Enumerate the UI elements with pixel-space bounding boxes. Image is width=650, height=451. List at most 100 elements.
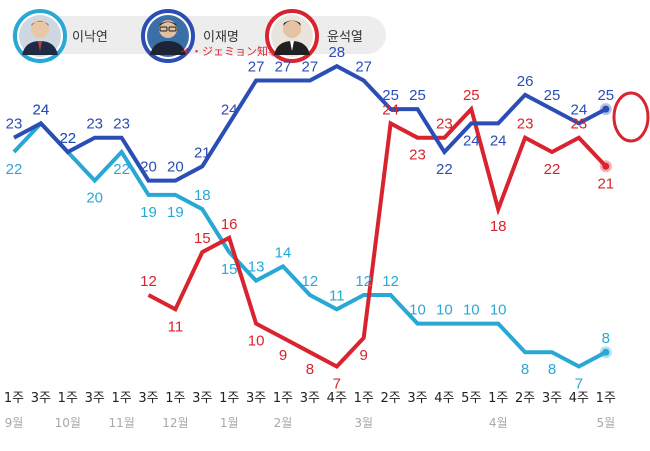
legend-label-lee-jaemyung: 이재명 — [203, 30, 239, 45]
avatar-lee-jaemyung — [147, 15, 189, 57]
data-label-lee-jaemyung: 27 — [355, 59, 372, 76]
data-label-lee-jaemyung: 24 — [490, 132, 507, 149]
series-line-yoon-sukyeol — [147, 105, 608, 369]
x-tick-label: 3주 — [192, 391, 212, 406]
data-label-yoon-sukyeol: 23 — [571, 116, 588, 133]
x-tick-label: 1주 — [488, 391, 508, 406]
x-tick-label: 1주 — [58, 391, 78, 406]
data-label-lee-nakyon: 10 — [463, 302, 480, 319]
x-tick-label: 1주 — [354, 391, 374, 406]
data-label-lee-nakyon: 12 — [302, 273, 319, 290]
data-label-lee-jaemyung: 20 — [167, 159, 184, 176]
data-label-yoon-sukyeol: 11 — [168, 318, 184, 335]
month-label: 2월 — [274, 416, 293, 430]
data-label-yoon-sukyeol: 24 — [382, 101, 399, 118]
data-label-lee-nakyon: 12 — [355, 273, 372, 290]
avatar-yoon-sukyeol — [271, 15, 313, 57]
x-tick-label: 1주 — [273, 391, 293, 406]
x-tick-label: 4주 — [569, 391, 589, 406]
month-label: 9월 — [5, 416, 24, 430]
legend-item-lee-jaemyung: 이재명 イ・ジェミョン知事 — [141, 9, 279, 63]
data-label-lee-jaemyung: 28 — [328, 44, 345, 61]
data-label-lee-jaemyung: 24 — [463, 132, 480, 149]
x-tick-label: 5주 — [461, 391, 481, 406]
data-label-lee-nakyon: 11 — [329, 287, 345, 304]
data-label-lee-jaemyung: 22 — [436, 161, 453, 178]
x-tick-label: 3주 — [300, 391, 320, 406]
month-label: 12월 — [162, 416, 188, 430]
data-label-lee-jaemyung: 23 — [113, 116, 130, 133]
data-label-yoon-sukyeol: 7 — [333, 376, 341, 393]
month-label: 4월 — [489, 416, 508, 430]
endpoint-dot-yoon-sukyeol — [602, 162, 610, 170]
month-label: 3월 — [354, 416, 373, 430]
x-tick-label: 3주 — [138, 391, 158, 406]
data-label-lee-nakyon: 22 — [59, 130, 76, 147]
x-tick-label: 1주 — [4, 391, 24, 406]
data-label-yoon-sukyeol: 22 — [544, 161, 561, 178]
x-tick-label: 1주 — [596, 391, 616, 406]
data-label-lee-nakyon: 8 — [521, 361, 529, 378]
month-label: 10월 — [55, 416, 81, 430]
data-label-yoon-sukyeol: 18 — [490, 218, 507, 235]
data-label-lee-nakyon: 15 — [221, 261, 238, 278]
data-label-lee-nakyon: 24 — [33, 101, 50, 118]
highlight-ring — [612, 91, 650, 143]
data-label-lee-nakyon: 22 — [113, 161, 130, 178]
month-label: 5월 — [596, 416, 615, 430]
data-label-lee-jaemyung: 25 — [544, 87, 561, 104]
x-axis: 1주 3주 1주 3주 1주 3주 1주 3주 1주 3주 1주 3주 4주 1주 2주 3주 4주 5주 1주 2주… — [4, 391, 616, 430]
legend-annotation: イ・ジェミョン知事 — [180, 44, 279, 58]
data-label-lee-jaemyung: 20 — [140, 159, 157, 176]
x-tick-label: 4주 — [327, 391, 347, 406]
x-tick-label: 3주 — [85, 391, 105, 406]
series-line-lee-jaemyung — [13, 63, 607, 183]
data-label-lee-nakyon: 19 — [167, 204, 184, 221]
x-tick-label: 1주 — [219, 391, 239, 406]
x-tick-label: 3주 — [542, 391, 562, 406]
x-tick-label: 2주 — [380, 391, 400, 406]
data-labels: 22 24 22 20 22 19 19 18 15 13 14 12 11 12 12 10 10 10 10 8 8… — [6, 44, 614, 392]
data-label-lee-nakyon: 19 — [140, 204, 157, 221]
data-label-yoon-sukyeol: 9 — [279, 347, 287, 364]
data-label-lee-nakyon: 10 — [409, 302, 426, 319]
legend: 이낙연 이재명 イ・ジェミョン知事 — [12, 9, 386, 63]
series-line-lee-nakyon — [12, 120, 607, 369]
data-label-yoon-sukyeol: 12 — [140, 273, 157, 290]
data-label-lee-nakyon: 22 — [6, 161, 23, 178]
data-label-lee-jaemyung: 23 — [86, 116, 103, 133]
endpoint-dot-lee-nakyon — [602, 348, 610, 356]
data-label-lee-nakyon: 13 — [248, 259, 265, 276]
data-label-lee-jaemyung: 25 — [382, 87, 399, 104]
legend-item-lee-nakyon: 이낙연 — [13, 9, 108, 63]
series-layer — [12, 63, 612, 369]
data-label-lee-jaemyung: 23 — [6, 116, 23, 133]
data-label-lee-jaemyung: 27 — [302, 59, 319, 76]
data-label-lee-jaemyung: 22 — [59, 130, 76, 147]
data-label-lee-nakyon: 20 — [86, 190, 103, 207]
data-label-yoon-sukyeol: 8 — [306, 361, 314, 378]
legend-label-lee-nakyon: 이낙연 — [72, 30, 108, 45]
data-label-lee-nakyon: 8 — [548, 361, 556, 378]
data-label-yoon-sukyeol: 16 — [221, 216, 238, 233]
data-label-lee-jaemyung: 26 — [517, 73, 534, 90]
data-label-lee-jaemyung: 24 — [33, 101, 50, 118]
data-label-lee-jaemyung: 21 — [194, 144, 211, 161]
x-tick-label: 2주 — [515, 391, 535, 406]
data-label-lee-jaemyung: 24 — [571, 101, 588, 118]
data-label-yoon-sukyeol: 25 — [463, 87, 480, 104]
x-tick-label: 3주 — [31, 391, 51, 406]
data-label-lee-jaemyung: 25 — [409, 87, 426, 104]
month-label: 11월 — [108, 416, 134, 430]
data-label-lee-nakyon: 8 — [602, 330, 610, 347]
data-label-yoon-sukyeol: 23 — [436, 116, 453, 133]
data-label-yoon-sukyeol: 23 — [409, 147, 426, 164]
data-label-lee-nakyon: 7 — [575, 376, 583, 393]
legend-label-yoon-sukyeol: 윤석열 — [327, 30, 363, 45]
x-tick-label: 4주 — [434, 391, 454, 406]
data-label-lee-nakyon: 18 — [194, 187, 211, 204]
data-label-lee-jaemyung: 27 — [248, 59, 265, 76]
data-label-lee-nakyon: 10 — [436, 302, 453, 319]
